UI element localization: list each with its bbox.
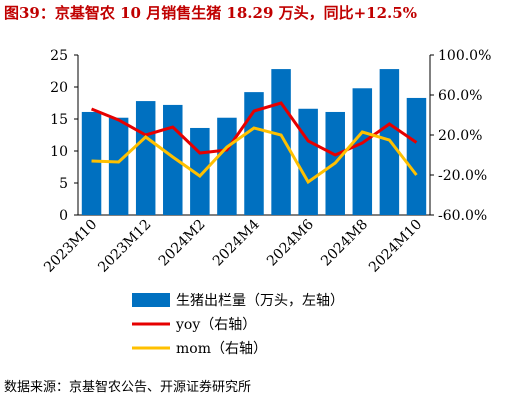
y-tick-label: 10 <box>50 144 68 160</box>
bar <box>108 117 129 215</box>
x-tick-label: 2024M2 <box>156 217 209 270</box>
line <box>90 101 418 157</box>
bar <box>244 92 264 215</box>
y-tick-label: 0 <box>59 208 68 224</box>
chart-title: 图39：京基智农 10 月销售生猪 18.29 万头，同比+12.5% <box>4 4 417 22</box>
bar <box>81 111 102 215</box>
y2-tick-label: -20.0% <box>438 168 487 184</box>
bar <box>352 88 373 215</box>
source: 数据来源：京基智农公告、开源证券研究所 <box>4 379 251 395</box>
y2-tick-label: 20.0% <box>438 128 482 144</box>
legend-swatch <box>132 293 170 307</box>
legend-label: 生猪出栏量（万头，左轴） <box>176 293 344 309</box>
bar <box>271 69 291 215</box>
bar <box>406 97 427 215</box>
x-tick-label: 2023M12 <box>95 217 154 276</box>
x-tick-label: 2024M6 <box>264 216 317 269</box>
x-tick-label: 2023M10 <box>41 217 100 276</box>
y-tick-label: 15 <box>50 112 68 128</box>
x-tick-label: 2024M4 <box>210 216 263 269</box>
x-tick-label: 2024M10 <box>366 217 425 276</box>
y2-tick-label: -60.0% <box>438 208 487 224</box>
line <box>91 126 418 185</box>
y-tick-label: 25 <box>50 48 68 64</box>
x-tick-label: 2024M8 <box>318 217 371 270</box>
bar <box>298 108 318 215</box>
legend-label: mom（右轴） <box>176 341 267 357</box>
y2-tick-label: 100.0% <box>438 48 491 64</box>
y-tick-label: 5 <box>59 176 68 192</box>
legend-label: yoy（右轴） <box>175 317 256 333</box>
bar <box>217 117 237 215</box>
y2-tick-label: 60.0% <box>438 88 482 104</box>
bar <box>135 101 156 215</box>
y-tick-label: 20 <box>50 80 68 96</box>
